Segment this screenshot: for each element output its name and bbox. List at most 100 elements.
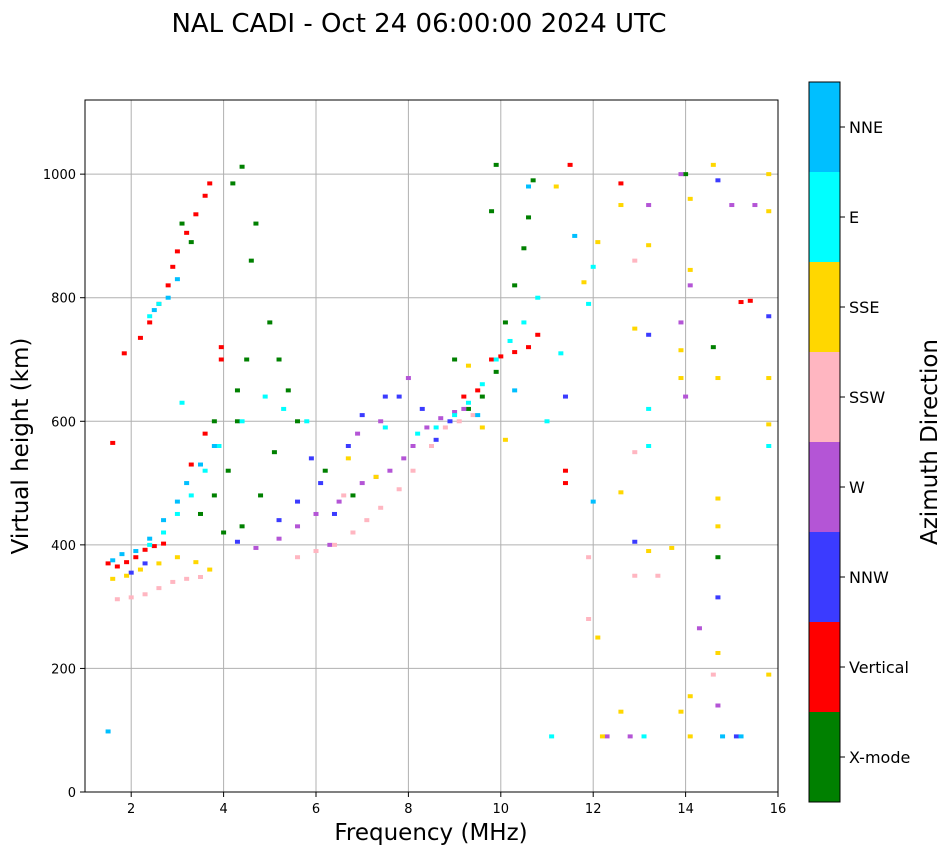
data-point (544, 419, 550, 424)
y-tick-label: 600 (51, 415, 76, 430)
data-point (165, 283, 171, 288)
data-point (595, 240, 601, 245)
data-point (683, 172, 689, 177)
data-point (295, 555, 301, 560)
data-point (415, 431, 421, 436)
data-point (678, 172, 684, 177)
data-point (350, 530, 356, 535)
data-point (234, 539, 240, 544)
colorbar-label: Azimuth Direction (917, 339, 943, 545)
data-point (710, 672, 716, 677)
data-point (526, 184, 532, 189)
x-tick-label: 6 (312, 802, 320, 817)
data-point (234, 419, 240, 424)
data-point (373, 474, 379, 479)
data-point (715, 376, 721, 381)
data-point (359, 481, 365, 486)
data-point (161, 530, 167, 535)
data-point (687, 196, 693, 201)
data-point (678, 348, 684, 353)
data-point (493, 162, 499, 167)
data-point (729, 203, 735, 208)
data-point (110, 576, 116, 581)
data-point (678, 709, 684, 714)
colorbar-tick-label: W (849, 478, 865, 497)
data-point (221, 530, 227, 535)
data-point (142, 547, 148, 552)
data-point (553, 184, 559, 189)
data-point (198, 574, 203, 579)
data-point (364, 518, 370, 523)
colorbar-tick-label: SSW (849, 388, 885, 407)
data-point (276, 536, 282, 541)
data-point (465, 363, 471, 368)
data-point (410, 468, 416, 473)
data-point (161, 518, 167, 523)
data-point (618, 181, 624, 186)
data-point (461, 406, 467, 411)
data-point (137, 335, 143, 340)
data-point (382, 394, 388, 399)
data-point (470, 413, 476, 418)
data-point (188, 493, 194, 498)
y-axis-label: Virtual height (km) (8, 338, 34, 555)
data-point (105, 729, 111, 734)
data-point (627, 734, 633, 739)
data-point (105, 561, 111, 566)
series-vertical (105, 162, 753, 569)
y-tick-label: 1000 (43, 168, 76, 183)
data-point (198, 462, 203, 467)
data-point (258, 493, 264, 498)
data-point (147, 320, 153, 325)
data-point (442, 425, 448, 430)
data-point (646, 406, 652, 411)
data-point (387, 468, 393, 473)
data-point (165, 295, 171, 300)
data-point (507, 338, 513, 343)
data-point (378, 505, 384, 510)
data-point (382, 425, 388, 430)
data-point (331, 542, 337, 547)
data-point (405, 376, 411, 381)
series-ssw (114, 258, 716, 677)
data-point (142, 592, 148, 597)
data-point (479, 425, 485, 430)
data-point (244, 357, 250, 362)
data-point (433, 437, 439, 442)
data-point (179, 221, 185, 226)
data-point (738, 300, 744, 305)
data-point (276, 518, 282, 523)
data-point (479, 382, 485, 387)
data-point (599, 734, 605, 739)
data-point (355, 431, 361, 436)
plot-frame (84, 99, 779, 793)
colorbar-tick-label: E (849, 208, 859, 227)
data-point (253, 221, 259, 226)
data-point (267, 320, 273, 325)
data-point (586, 617, 592, 621)
series-x-mode (179, 162, 721, 560)
data-point (526, 345, 532, 350)
data-point (452, 413, 458, 418)
data-point (687, 734, 693, 739)
y-tick-label: 0 (68, 786, 76, 801)
y-tick-label: 200 (51, 662, 76, 677)
data-point (174, 249, 180, 254)
data-point (133, 555, 139, 560)
data-point (632, 573, 638, 578)
data-point (202, 468, 208, 473)
data-point (276, 357, 282, 362)
data-point (322, 468, 328, 473)
data-point (438, 416, 444, 421)
data-point (211, 493, 217, 498)
data-point (521, 246, 527, 251)
data-point (641, 734, 647, 739)
data-point (327, 542, 333, 547)
data-point (119, 552, 125, 557)
data-point (114, 564, 120, 569)
data-point (285, 388, 291, 393)
data-point (452, 410, 458, 415)
data-point (590, 499, 596, 504)
data-point (216, 444, 222, 448)
data-point (646, 243, 652, 248)
